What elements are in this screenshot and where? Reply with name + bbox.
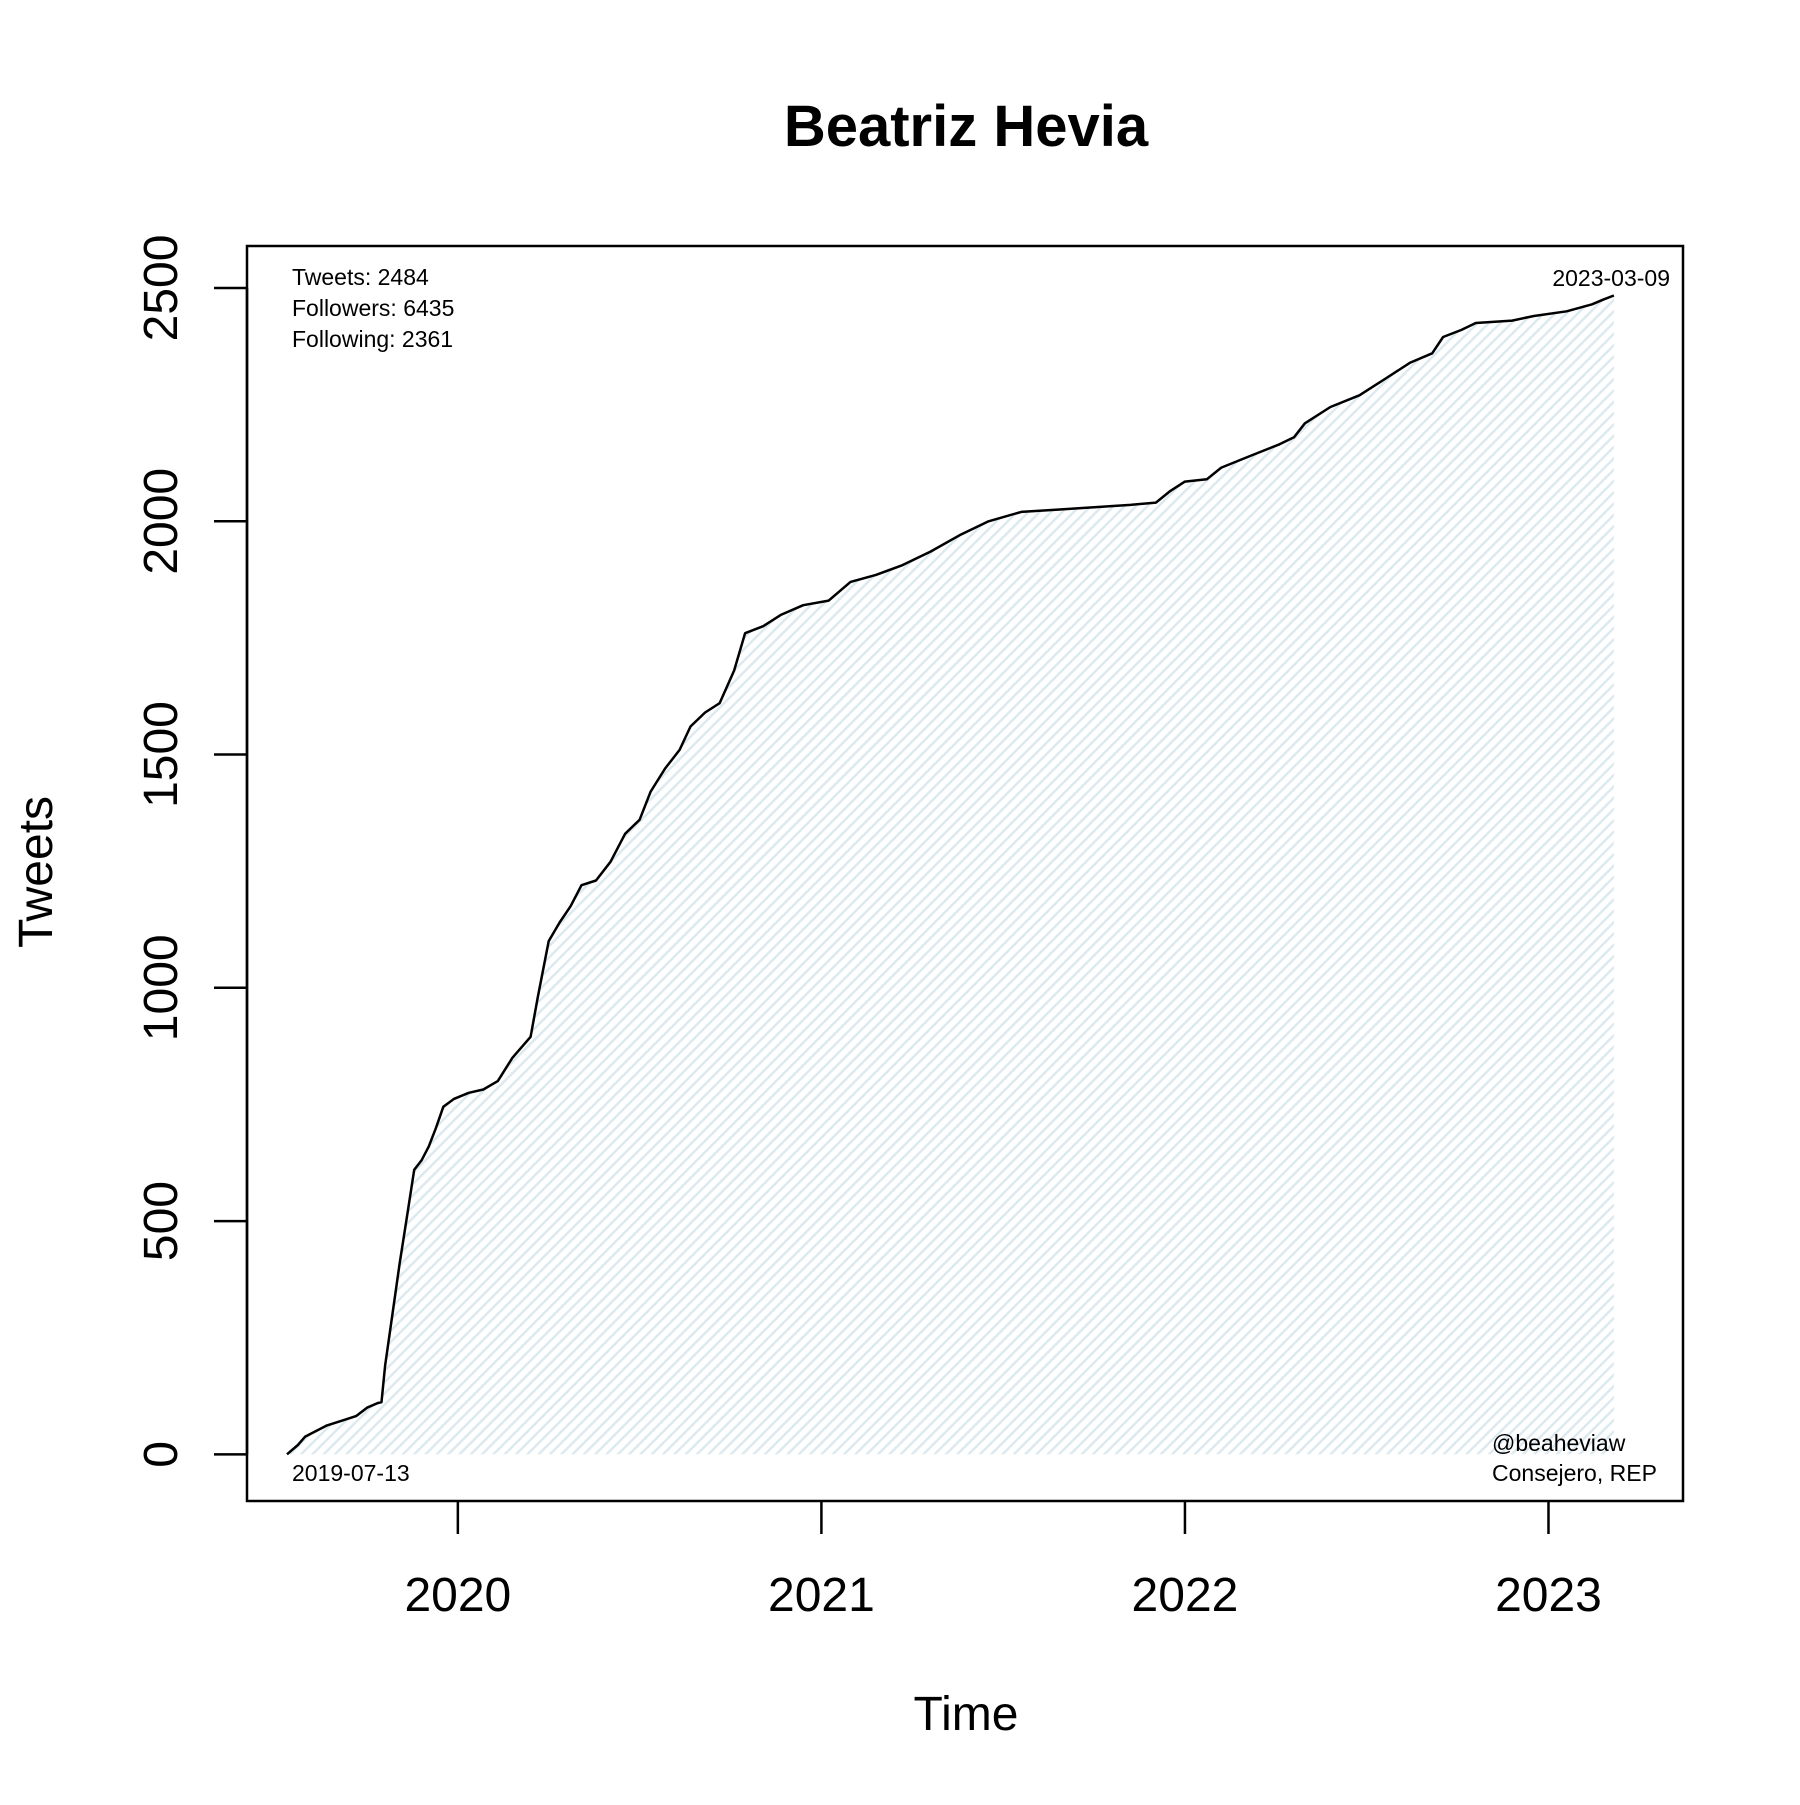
series-area	[287, 295, 1614, 1455]
y-axis-label: Tweets	[10, 796, 63, 948]
y-tick-label: 500	[135, 1181, 188, 1261]
x-axis: 2020 2021 2022 2023	[404, 1501, 1602, 1622]
stat-tweets: Tweets: 2484	[292, 264, 429, 290]
y-tick-label: 0	[135, 1441, 188, 1468]
end-date-label: 2023-03-09	[1552, 265, 1670, 291]
y-axis: 0 500 1000 1500 2000 2500	[135, 235, 249, 1468]
stat-following: Following: 2361	[292, 326, 453, 352]
account-handle: @beaheviaw	[1492, 1430, 1626, 1456]
plot-area	[286, 294, 1615, 1456]
x-tick-label: 2021	[768, 1569, 875, 1622]
y-tick-label: 2000	[135, 468, 188, 575]
y-tick-label: 1500	[135, 701, 188, 808]
stat-followers: Followers: 6435	[292, 295, 454, 321]
x-tick-label: 2020	[404, 1569, 511, 1622]
x-tick-label: 2022	[1132, 1569, 1239, 1622]
y-tick-label: 1000	[135, 934, 188, 1041]
start-date-label: 2019-07-13	[292, 1460, 410, 1486]
y-tick-label: 2500	[135, 235, 188, 342]
series-line	[286, 294, 1615, 1456]
account-role: Consejero, REP	[1492, 1460, 1657, 1486]
x-axis-label: Time	[914, 1688, 1019, 1741]
x-tick-label: 2023	[1495, 1569, 1602, 1622]
chart-title: Beatriz Hevia	[784, 94, 1149, 159]
